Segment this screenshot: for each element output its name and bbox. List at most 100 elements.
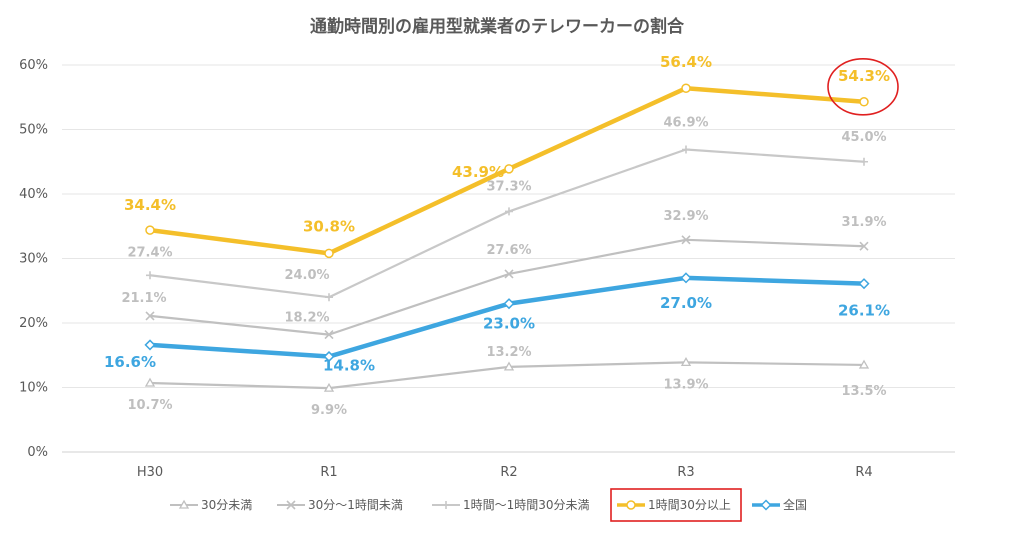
data-label: 27.0%: [660, 294, 712, 312]
y-axis-ticks: 0% 10% 20% 30% 40% 50% 60%: [19, 58, 48, 460]
data-point: [505, 207, 513, 216]
triangle-marker: [323, 382, 335, 392]
legend-label: 30分～1時間未満: [308, 498, 403, 512]
data-label: 45.0%: [841, 130, 886, 145]
plus-marker: [146, 271, 154, 280]
triangle-marker: [144, 377, 156, 387]
legend-marker: [178, 499, 190, 509]
x-marker: [145, 311, 155, 321]
data-point: [860, 157, 868, 166]
legend-marker: [626, 500, 636, 510]
legend-item: 30分～1時間未満: [277, 498, 403, 512]
data-label: 46.9%: [663, 115, 708, 130]
data-label: 13.9%: [663, 377, 708, 392]
data-point: [325, 293, 333, 302]
data-point: [680, 357, 692, 366]
data-label: 16.6%: [104, 353, 156, 371]
data-point: [859, 97, 869, 107]
data-label: 31.9%: [841, 215, 886, 230]
x-marker: [286, 500, 296, 510]
gridlines: [62, 64, 955, 453]
legend-item: 1時間～1時間30分未満: [432, 498, 590, 512]
legend-label: 全国: [783, 497, 807, 512]
data-label: 24.0%: [284, 268, 329, 283]
data-point: [323, 382, 335, 392]
x-tick-label: R4: [855, 465, 872, 480]
data-label: 26.1%: [838, 302, 890, 320]
data-point: [859, 241, 869, 251]
plus-marker: [860, 157, 868, 166]
triangle-marker: [858, 359, 870, 369]
data-labels: 10.7% 9.9% 13.2% 13.9% 13.5% 21.1% 18.2% 27.6% 3…: [104, 53, 890, 418]
data-point: [324, 248, 334, 259]
data-point: [144, 377, 156, 387]
series-3: [146, 145, 868, 302]
data-point: [680, 272, 692, 284]
x-marker: [504, 269, 514, 279]
highlight-annotations: [827, 57, 899, 116]
diamond-marker: [760, 499, 772, 511]
series-4: [145, 83, 869, 259]
legend-item: 1時間30分以上: [610, 488, 742, 522]
legend-label: 1時間30分以上: [648, 498, 731, 512]
data-point: [504, 164, 514, 174]
chart-title: 通勤時間別の雇用型就業者のテレワーカーの割合: [310, 16, 685, 37]
x-tick-label: R3: [677, 465, 694, 480]
data-point: [145, 225, 155, 235]
legend-item: 全国: [752, 497, 807, 512]
data-label: 13.2%: [486, 345, 531, 360]
x-tick-label: R1: [320, 465, 337, 480]
triangle-marker: [680, 357, 692, 366]
diamond-marker: [858, 278, 870, 290]
data-label: 56.4%: [660, 53, 712, 71]
x-marker: [681, 235, 691, 245]
x-axis-ticks: H30 R1 R2 R3 R4: [137, 465, 873, 480]
data-label: 34.4%: [124, 196, 176, 214]
legend-item: 30分未満: [170, 498, 252, 512]
data-point: [681, 235, 691, 245]
legend-highlight-box: [610, 488, 742, 522]
plus-marker: [505, 207, 513, 216]
x-marker: [859, 241, 869, 251]
y-tick-label: 60%: [19, 58, 48, 73]
data-label: 21.1%: [121, 291, 166, 306]
y-tick-label: 50%: [19, 123, 48, 138]
plus-marker: [682, 145, 690, 154]
legend-marker: [286, 500, 296, 510]
y-tick-label: 30%: [19, 252, 48, 267]
y-tick-label: 0%: [27, 445, 48, 460]
triangle-marker: [503, 361, 515, 371]
circle-marker: [626, 500, 636, 510]
data-point: [144, 339, 156, 351]
circle-marker: [859, 97, 869, 107]
data-label: 23.0%: [483, 315, 535, 333]
triangle-marker: [178, 499, 190, 509]
highlight-circle: [827, 57, 899, 116]
y-tick-label: 40%: [19, 187, 48, 202]
data-label: 27.4%: [127, 245, 172, 260]
series-5: [144, 272, 870, 363]
diamond-marker: [680, 272, 692, 284]
data-label: 30.8%: [303, 217, 355, 235]
diamond-marker: [323, 350, 335, 363]
circle-marker: [145, 225, 155, 235]
data-label: 43.9%: [452, 163, 504, 181]
series-lines: [144, 83, 870, 392]
legend: 30分未満 30分～1時間未満 1時間～1時間30分未満 1時間30分以上 全国: [170, 488, 807, 522]
series-2: [145, 235, 869, 340]
data-label: 27.6%: [486, 243, 531, 258]
y-tick-label: 10%: [19, 381, 48, 396]
data-point: [504, 269, 514, 279]
data-point: [681, 83, 691, 93]
diamond-marker: [503, 298, 515, 310]
data-label: 37.3%: [486, 179, 531, 194]
x-marker: [324, 330, 334, 340]
data-point: [146, 271, 154, 280]
data-label: 13.5%: [841, 384, 886, 399]
circle-marker: [504, 164, 514, 174]
legend-marker: [442, 501, 450, 509]
data-label: 10.7%: [127, 398, 172, 413]
x-tick-label: H30: [137, 465, 163, 480]
data-point: [858, 359, 870, 369]
